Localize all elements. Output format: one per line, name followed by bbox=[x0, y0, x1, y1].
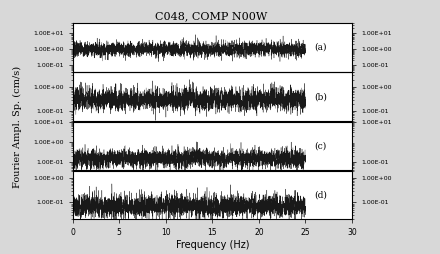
Text: Fourier Ampl. Sp. (cm/s): Fourier Ampl. Sp. (cm/s) bbox=[13, 66, 22, 188]
Text: C048, COMP N00W: C048, COMP N00W bbox=[155, 11, 268, 21]
X-axis label: Frequency (Hz): Frequency (Hz) bbox=[176, 240, 249, 250]
Text: (b): (b) bbox=[314, 92, 327, 101]
Text: (c): (c) bbox=[314, 141, 326, 150]
Text: (d): (d) bbox=[314, 190, 327, 200]
Text: (a): (a) bbox=[314, 43, 327, 52]
